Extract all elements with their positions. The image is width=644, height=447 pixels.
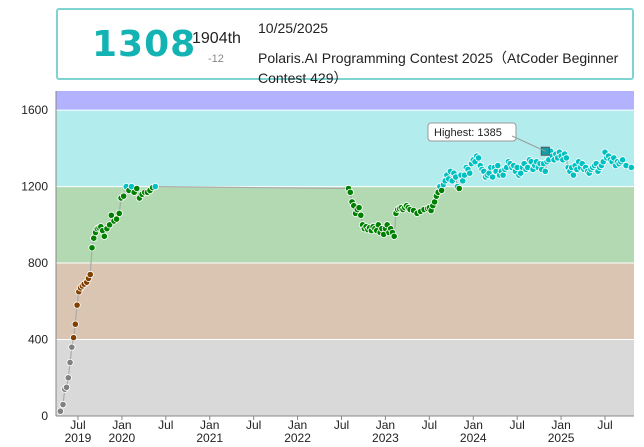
- highest-leader-line: [511, 135, 546, 152]
- rating-point: [494, 161, 502, 170]
- rating-point: [488, 173, 497, 181]
- rating-point: [59, 400, 67, 409]
- y-tick-label: 1600: [21, 103, 48, 117]
- rating-point: [455, 184, 463, 193]
- rating-change: -12: [208, 53, 224, 65]
- rating-point: [86, 270, 94, 279]
- rating-point: [71, 320, 79, 328]
- rating-point: [151, 182, 159, 191]
- rating-point: [474, 154, 483, 162]
- x-tick-month: Jul: [246, 418, 261, 432]
- rating-point: [120, 192, 128, 200]
- rating-series: [56, 146, 635, 415]
- rating-point: [68, 343, 76, 351]
- x-tick-month: Jan: [464, 418, 483, 432]
- x-tick-month: Jul: [334, 418, 349, 432]
- y-tick-label: 0: [41, 409, 48, 423]
- contest-summary-card: 1308 1904th -12 10/25/2025 Polaris.AI Pr…: [56, 8, 634, 86]
- grid-lines: [56, 109, 634, 341]
- x-tick-year: 2022: [284, 431, 311, 445]
- rating-point: [357, 211, 365, 219]
- rating-point: [66, 358, 74, 367]
- rating-color-bands: [56, 91, 634, 416]
- highest-tooltip-box: [427, 122, 517, 142]
- y-tick-label: 800: [28, 256, 48, 270]
- y-tick-label: 1200: [21, 180, 48, 194]
- rating-point: [346, 188, 354, 196]
- y-tick-label: 400: [28, 333, 48, 347]
- rating-point: [569, 171, 577, 179]
- rating-point: [390, 232, 398, 240]
- x-tick-month: Jan: [288, 418, 307, 432]
- highest-annotation: Highest: 1385: [427, 122, 546, 152]
- contest-name[interactable]: Polaris.AI Programming Contest 2025（AtCo…: [258, 50, 619, 86]
- rating-point: [88, 244, 96, 252]
- rating-point: [73, 301, 81, 309]
- rating-point: [113, 215, 121, 223]
- rating-point: [541, 167, 549, 175]
- rating-point: [466, 169, 474, 177]
- contest-date: 10/25/2025: [258, 20, 329, 36]
- x-tick-month: Jan: [376, 418, 395, 432]
- x-tick-year: 2024: [460, 431, 487, 445]
- x-tick-month: Jan: [551, 418, 570, 432]
- x-tick-year: 2020: [109, 431, 136, 445]
- x-tick-month: Jul: [509, 418, 524, 432]
- x-tick-month: Jan: [200, 418, 219, 432]
- rating-point: [133, 184, 141, 193]
- band-1: [56, 263, 634, 340]
- rating-point: [64, 374, 72, 382]
- rating-point: [562, 154, 570, 162]
- rating-point: [62, 383, 71, 391]
- rating-point: [100, 232, 108, 240]
- highest-tooltip-text: Highest: 1385: [434, 127, 502, 139]
- x-tick-month: Jul: [70, 418, 85, 432]
- band-4: [56, 91, 634, 111]
- x-tick-month: Jul: [422, 418, 437, 432]
- x-tick-year: 2023: [372, 431, 399, 445]
- current-rating: 1308: [92, 24, 197, 65]
- x-tick-year: 2025: [548, 431, 575, 445]
- rating-point: [618, 156, 627, 164]
- x-tick-month: Jul: [158, 418, 173, 432]
- rating-point: [355, 204, 363, 212]
- rating-point: [107, 211, 115, 219]
- rating-point: [69, 334, 78, 342]
- rating-point: [115, 209, 123, 217]
- x-tick-month: Jan: [112, 418, 131, 432]
- contest-rank: 1904th: [192, 30, 241, 47]
- rating-point: [627, 163, 635, 172]
- band-3: [56, 110, 634, 187]
- x-tick-year: 2021: [196, 431, 223, 445]
- rating-point: [56, 407, 64, 415]
- x-tick-year: 2019: [65, 431, 92, 445]
- x-tick-month: Jul: [597, 418, 612, 432]
- band-2: [56, 186, 634, 264]
- band-0: [56, 339, 634, 416]
